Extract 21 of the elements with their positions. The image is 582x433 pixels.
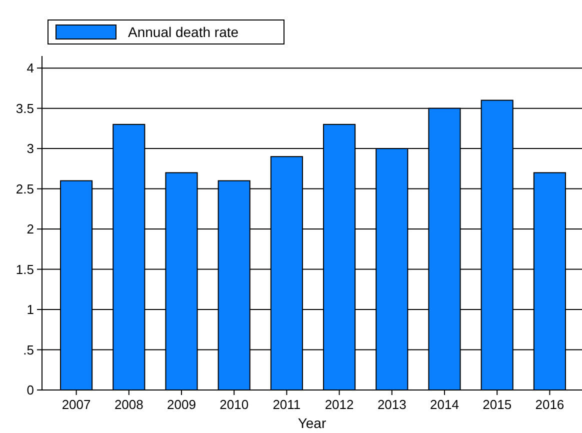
- x-tick-label: 2015: [482, 397, 512, 412]
- y-tick-label: 2.5: [16, 181, 34, 196]
- x-tick-label: 2013: [377, 397, 406, 412]
- x-tick-label: 2010: [220, 397, 249, 412]
- x-tick-label: 2007: [62, 397, 91, 412]
- x-tick-label: 2016: [535, 397, 564, 412]
- y-tick-label: 4: [26, 60, 34, 76]
- y-tick-label: 0: [26, 382, 34, 398]
- y-tick-label: 1: [26, 302, 34, 318]
- x-tick-label: 2009: [167, 397, 196, 412]
- y-tick-label: 3: [26, 141, 34, 156]
- y-tick-label: 2: [26, 222, 34, 237]
- x-tick-label: 2014: [430, 397, 459, 412]
- x-tick-label: 2008: [114, 397, 144, 412]
- y-tick-label: 1.5: [16, 262, 34, 277]
- y-tick-label: .5: [23, 342, 34, 358]
- y-tick-label: 3.5: [16, 100, 34, 116]
- x-axis-title: Year: [298, 415, 326, 431]
- legend-label: Annual death rate: [128, 24, 239, 40]
- x-tick-label: 2011: [272, 397, 301, 412]
- x-tick-label: 2012: [324, 397, 354, 412]
